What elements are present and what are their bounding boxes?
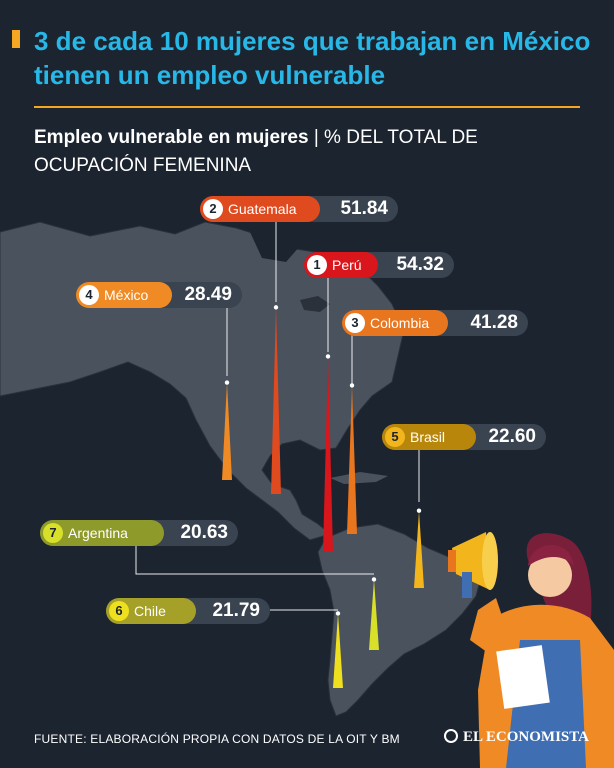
- spike-tip-mexico: [224, 380, 230, 385]
- label-pill-chile: 6 Chile 21.79: [106, 598, 270, 624]
- country-name-argentina: Argentina: [68, 525, 128, 541]
- hudson-bay: [250, 228, 300, 262]
- title-accent-bar: [12, 30, 20, 48]
- connector-argentina: [135, 546, 374, 575]
- label-pill-colombia: 3 Colombia 41.28: [342, 310, 528, 336]
- subtitle-separator: |: [308, 127, 325, 148]
- value-mexico: 28.49: [184, 284, 232, 305]
- subtitle-rest: % DEL TOTAL DE OCUPACIÓN FEMENINA: [34, 127, 478, 176]
- rank-badge-peru: 1: [307, 255, 327, 275]
- value-brasil: 22.60: [488, 426, 536, 447]
- spike-argentina: [369, 579, 379, 650]
- spike-colombia: [347, 385, 357, 534]
- value-argentina: 20.63: [180, 522, 228, 543]
- rank-badge-argentina: 7: [43, 523, 63, 543]
- rank-badge-mexico: 4: [79, 285, 99, 305]
- great-lakes: [300, 296, 330, 312]
- arm: [470, 598, 510, 660]
- connector-lines: [135, 222, 420, 611]
- spike-markers: [222, 305, 424, 688]
- subtitle-bold: Empleo vulnerable en mujeres: [34, 127, 309, 148]
- brand-name: EL ECONOMISTA: [463, 729, 589, 745]
- rank-badge-chile: 6: [109, 601, 129, 621]
- label-pill-argentina: 7 Argentina 20.63: [40, 520, 238, 546]
- spike-tip-guatemala: [273, 305, 279, 310]
- spike-peru: [323, 356, 333, 552]
- spike-tip-peru: [325, 354, 331, 359]
- label-pill-guatemala: 2 Guatemala 51.84: [200, 196, 398, 222]
- country-name-guatemala: Guatemala: [228, 201, 297, 217]
- source-note: FUENTE: ELABORACIÓN PROPIA CON DATOS DE …: [34, 732, 400, 746]
- country-name-colombia: Colombia: [370, 315, 430, 331]
- country-name-chile: Chile: [134, 603, 166, 619]
- brand-logo: EL ECONOMISTA: [444, 729, 589, 746]
- chart-title: 3 de cada 10 mujeres que trabajan en Méx…: [34, 26, 591, 90]
- value-guatemala: 51.84: [340, 198, 388, 219]
- spike-brasil: [414, 510, 424, 588]
- country-name-brasil: Brasil: [410, 429, 446, 445]
- country-name-peru: Perú: [332, 257, 362, 273]
- hair-front: [528, 544, 574, 566]
- chart-subtitle: Empleo vulnerable en mujeres | % DEL TOT…: [34, 124, 594, 180]
- label-pill-mexico: 4 México 28.49: [76, 282, 242, 308]
- value-chile: 21.79: [212, 600, 260, 621]
- brand-mark-icon: [444, 729, 458, 743]
- value-colombia: 41.28: [470, 312, 518, 333]
- spike-tip-colombia: [349, 383, 355, 388]
- spike-tip-brasil: [416, 508, 422, 513]
- south-america-landmass: [317, 523, 483, 717]
- caribbean-islands: [330, 472, 388, 484]
- label-pill-peru: 1 Perú 54.32: [304, 252, 454, 278]
- value-peru: 54.32: [396, 254, 444, 275]
- spike-tip-argentina: [371, 577, 377, 582]
- spike-mexico: [222, 382, 232, 480]
- spike-tip-chile: [335, 611, 341, 616]
- face: [528, 553, 572, 597]
- country-name-mexico: México: [104, 287, 149, 303]
- megaphone-icon: [448, 532, 498, 598]
- clipboard: [496, 645, 550, 709]
- title-divider: [34, 106, 580, 108]
- spike-guatemala: [271, 307, 281, 494]
- label-pill-brasil: 5 Brasil 22.60: [382, 424, 546, 450]
- rank-badge-colombia: 3: [345, 313, 365, 333]
- woman-megaphone-illustration: [448, 532, 614, 768]
- rank-badge-brasil: 5: [385, 427, 405, 447]
- spike-chile: [333, 613, 343, 688]
- rank-badge-guatemala: 2: [203, 199, 223, 219]
